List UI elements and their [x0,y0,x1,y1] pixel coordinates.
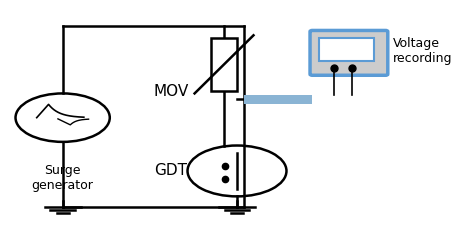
Text: GDT: GDT [155,163,188,178]
FancyBboxPatch shape [310,30,388,75]
Text: Voltage
recording: Voltage recording [392,37,452,65]
Bar [211,38,237,91]
Bar [244,95,312,104]
Text: Surge
generator: Surge generator [32,164,93,192]
Text: MOV: MOV [154,84,189,98]
Bar [319,38,374,61]
